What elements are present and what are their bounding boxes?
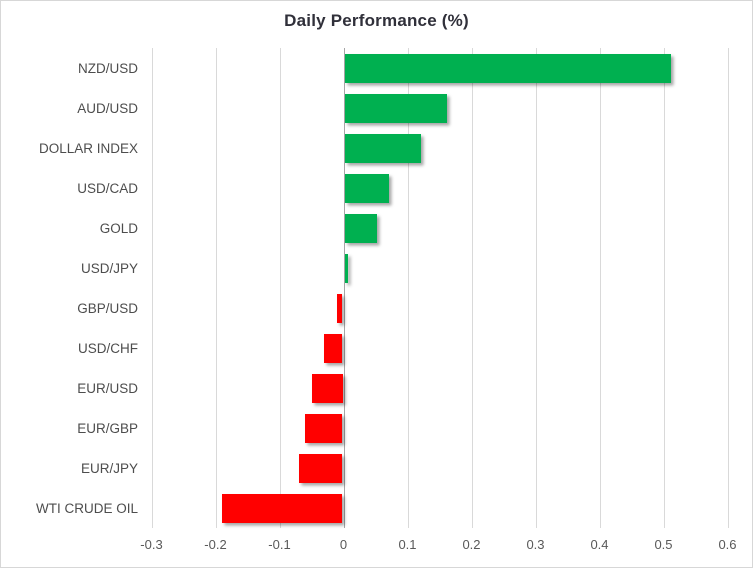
chart-title: Daily Performance (%) (284, 11, 469, 30)
category-label-aud-usd: AUD/USD (77, 100, 138, 116)
bar-eur-jpy (298, 453, 343, 483)
bar-eur-usd (311, 373, 343, 403)
category-label-usd-cad: USD/CAD (77, 180, 138, 196)
category-label-wti-crude-oil: WTI CRUDE OIL (35, 500, 138, 516)
bar-gold (344, 213, 377, 243)
bar-aud-usd (344, 93, 447, 123)
category-label-eur-usd: EUR/USD (77, 380, 138, 396)
gridline--0.2 (215, 48, 217, 528)
bar-gbp-usd (337, 293, 343, 323)
bar-usd-chf (324, 333, 343, 363)
zero-axis-line (343, 48, 345, 528)
gridline-0.3 (535, 48, 537, 528)
x-tick-label: -0.2 (204, 537, 227, 552)
gridline--0.3 (151, 48, 153, 528)
x-tick-label: 0.2 (462, 537, 481, 552)
category-label-nzd-usd: NZD/USD (78, 60, 138, 76)
category-label-eur-jpy: EUR/JPY (80, 460, 138, 476)
gridline-0.4 (599, 48, 601, 528)
category-label-gold: GOLD (99, 220, 138, 236)
x-tick-label: 0.3 (526, 537, 545, 552)
x-tick-label: 0 (339, 537, 348, 552)
gridline-0.5 (663, 48, 665, 528)
bar-usd-jpy (344, 253, 348, 283)
gridline--0.1 (279, 48, 281, 528)
category-label-gbp-usd: GBP/USD (77, 300, 138, 316)
category-label-usd-jpy: USD/JPY (80, 260, 138, 276)
bar-usd-cad (344, 173, 390, 203)
x-tick-label: -0.3 (140, 537, 163, 552)
bar-dollar-index (344, 133, 422, 163)
bar-nzd-usd (344, 53, 671, 83)
x-tick-label: 0.6 (718, 537, 737, 552)
x-tick-label: 0.1 (398, 537, 417, 552)
gridline-0.1 (407, 48, 409, 528)
bar-wti-crude-oil (221, 493, 343, 523)
gridline-0.2 (471, 48, 473, 528)
x-tick-label: 0.4 (590, 537, 609, 552)
x-tick-label: -0.1 (268, 537, 291, 552)
category-label-dollar-index: DOLLAR INDEX (38, 140, 138, 156)
category-label-eur-gbp: EUR/GBP (77, 420, 138, 436)
bar-eur-gbp (305, 413, 343, 443)
gridline-0.6 (727, 48, 729, 528)
x-tick-label: 0.5 (654, 537, 673, 552)
category-label-usd-chf: USD/CHF (78, 340, 138, 356)
